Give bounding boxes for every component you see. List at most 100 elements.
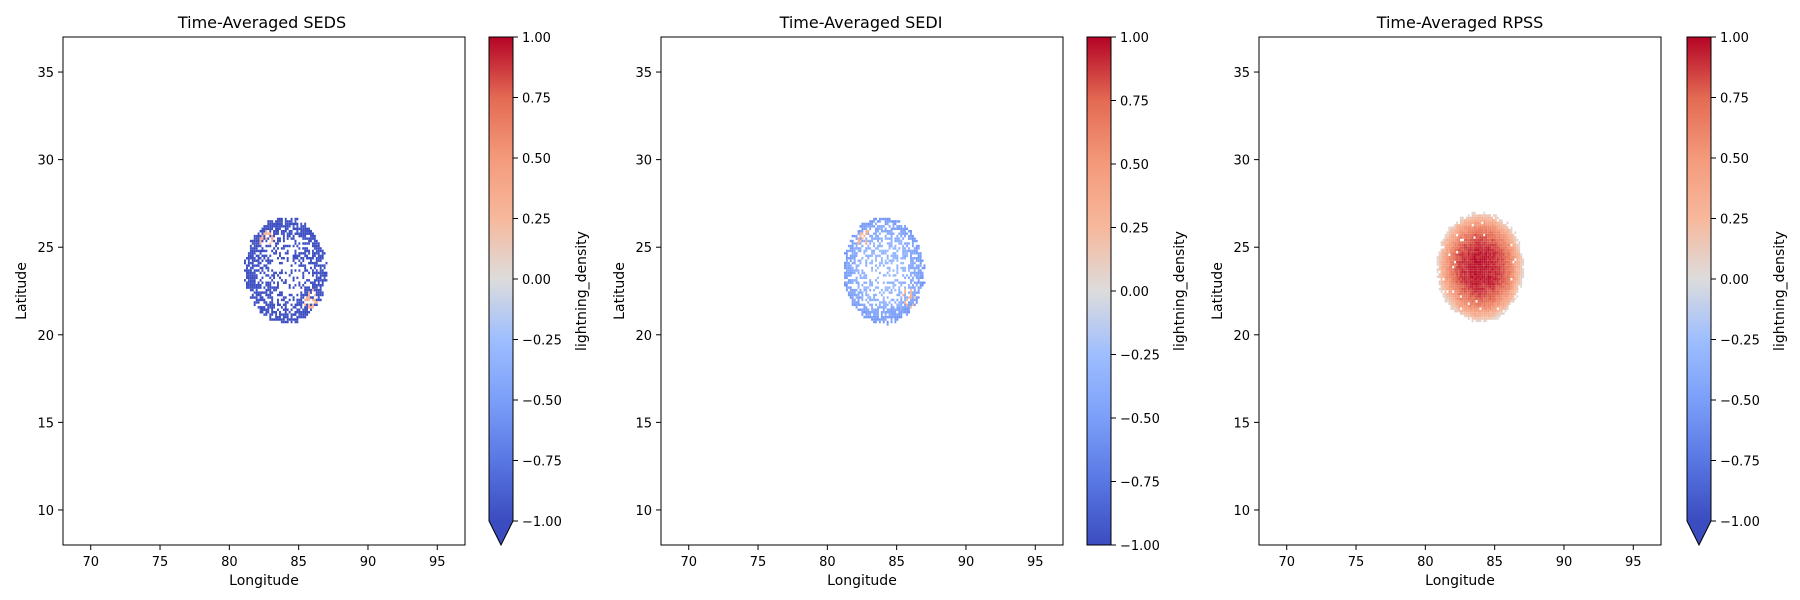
rpss-heatmap-cell bbox=[1489, 314, 1492, 318]
sedi-heatmap-cell bbox=[855, 266, 858, 270]
seds-heatmap-cell bbox=[280, 220, 283, 223]
sedi-heatmap-cell bbox=[861, 227, 864, 231]
seds-heatmap-cell bbox=[257, 239, 260, 243]
seds-heatmap-cell bbox=[257, 257, 260, 260]
seds-heatmap-cell bbox=[263, 291, 266, 294]
rpss-heatmap-cell bbox=[1504, 295, 1507, 298]
sedi-heatmap-cell bbox=[908, 286, 910, 289]
seds-heatmap-cell bbox=[246, 264, 248, 267]
rpss-heatmap-cell bbox=[1473, 258, 1476, 261]
seds-heatmap-cell bbox=[313, 234, 316, 238]
sedi-heatmap-cell bbox=[919, 276, 922, 280]
sedi-heatmap-cell bbox=[861, 296, 864, 299]
rpss-heatmap-cell bbox=[1475, 285, 1478, 288]
sedi-heatmap-cell bbox=[904, 252, 907, 255]
sedi-heatmap-cell bbox=[865, 237, 868, 240]
seds-heatmap-cell bbox=[312, 254, 314, 258]
sedi-heatmap-cell bbox=[851, 298, 854, 302]
rpss-heatmap-cell bbox=[1508, 243, 1511, 247]
seds-heatmap-cell bbox=[275, 227, 278, 231]
rpss-heatmap-cell bbox=[1458, 270, 1461, 274]
seds-heatmap-cell bbox=[298, 264, 301, 267]
rpss-heatmap-cell bbox=[1452, 297, 1455, 301]
rpss-heatmap-cell bbox=[1448, 282, 1451, 286]
rpss-heatmap-cell bbox=[1489, 221, 1492, 225]
rpss-heatmap-cell bbox=[1471, 309, 1474, 313]
seds-heatmap-cell bbox=[284, 281, 287, 284]
rpss-heatmap-cell bbox=[1454, 309, 1457, 313]
sedi-heatmap-cell bbox=[863, 274, 866, 277]
rpss-heatmap-cell bbox=[1493, 253, 1495, 256]
sedi-heatmap-cell bbox=[857, 296, 860, 299]
rpss-heatmap-cell bbox=[1500, 268, 1503, 271]
seds-heatmap-cell bbox=[279, 276, 281, 280]
rpss-heatmap-cell bbox=[1493, 278, 1495, 281]
sedi-heatmap-cell bbox=[882, 230, 885, 233]
sedi-heatmap-cell bbox=[913, 286, 916, 289]
seds-heatmap-cell bbox=[279, 291, 281, 294]
rpss-heatmap-cell bbox=[1516, 243, 1519, 247]
rpss-heatmap-cell bbox=[1479, 317, 1482, 320]
sedi-heatmap-cell bbox=[908, 301, 910, 304]
seds-heatmap-cell bbox=[263, 286, 266, 289]
rpss-heatmap-cell bbox=[1504, 268, 1507, 271]
rpss-heatmap-cell bbox=[1454, 233, 1457, 237]
sedi-heatmap-cell bbox=[845, 271, 848, 275]
seds-heatmap-cell bbox=[302, 274, 305, 277]
seds-heatmap-cell bbox=[275, 232, 278, 235]
rpss-heatmap-cell bbox=[1496, 297, 1499, 301]
seds-heatmap-cell bbox=[288, 234, 291, 238]
rpss-heatmap-cell bbox=[1460, 236, 1462, 239]
seds-heatmap-cell bbox=[247, 269, 250, 272]
rpss-heatmap-cell bbox=[1506, 300, 1509, 303]
rpss-heatmap-cell bbox=[1452, 226, 1455, 229]
rpss-heatmap-cell bbox=[1456, 224, 1459, 227]
rpss-heatmap-cell bbox=[1465, 295, 1468, 298]
sedi-heatmap-cell bbox=[913, 298, 916, 302]
sedi-heatmap-cell bbox=[869, 313, 872, 316]
sedi-heatmap-cell bbox=[865, 291, 868, 294]
seds-x-tick-label: 75 bbox=[152, 555, 169, 570]
sedi-heatmap-cell bbox=[880, 261, 883, 265]
sedi-heatmap-cell bbox=[892, 313, 895, 316]
rpss-heatmap-cell bbox=[1508, 292, 1511, 296]
rpss-heatmap-cell bbox=[1471, 319, 1474, 323]
sedi-heatmap-cell bbox=[877, 281, 879, 284]
seds-heatmap-cell bbox=[249, 269, 252, 272]
seds-heatmap-cell bbox=[269, 220, 272, 223]
rpss-heatmap-cell bbox=[1504, 253, 1507, 256]
sedi-heatmap-cell bbox=[849, 257, 852, 260]
rpss-heatmap-cell bbox=[1504, 229, 1507, 232]
rpss-heatmap-cell bbox=[1481, 285, 1484, 288]
rpss-heatmap-cell bbox=[1500, 292, 1503, 296]
rpss-heatmap-cell bbox=[1487, 219, 1490, 222]
sedi-heatmap-cell bbox=[900, 242, 903, 245]
sedi-heatmap-cell bbox=[851, 252, 854, 255]
seds-heatmap-cell bbox=[286, 257, 289, 260]
seds-x-tick-label: 95 bbox=[429, 555, 446, 570]
seds-heatmap-cell bbox=[259, 249, 262, 253]
seds-heatmap-cell bbox=[284, 217, 287, 221]
rpss-heatmap-cell bbox=[1458, 278, 1461, 281]
sedi-heatmap-cell bbox=[861, 284, 864, 287]
sedi-heatmap-cell bbox=[867, 247, 870, 250]
seds-heatmap-cell bbox=[286, 237, 289, 240]
seds-heatmap-cell bbox=[304, 252, 307, 255]
seds-heatmap-cell bbox=[282, 318, 285, 321]
sedi-heatmap-cell bbox=[851, 271, 854, 275]
rpss-heatmap-cell bbox=[1448, 229, 1451, 232]
sedi-heatmap-cell bbox=[847, 264, 850, 267]
rpss-heatmap-cell bbox=[1469, 248, 1472, 252]
rpss-heatmap-cell bbox=[1454, 287, 1457, 291]
rpss-heatmap-cell bbox=[1493, 282, 1495, 286]
sedi-heatmap-cell bbox=[873, 315, 876, 319]
rpss-heatmap-cell bbox=[1450, 258, 1453, 261]
rpss-heatmap-cell bbox=[1448, 273, 1451, 276]
rpss-heatmap-cell bbox=[1479, 297, 1482, 301]
rpss-heatmap-cell bbox=[1436, 260, 1439, 264]
rpss-heatmap-cell bbox=[1465, 256, 1468, 259]
rpss-heatmap-cell bbox=[1487, 282, 1490, 286]
sedi-heatmap-cell bbox=[880, 217, 883, 221]
seds-heatmap bbox=[244, 217, 328, 324]
seds-heatmap-cell bbox=[292, 259, 295, 262]
